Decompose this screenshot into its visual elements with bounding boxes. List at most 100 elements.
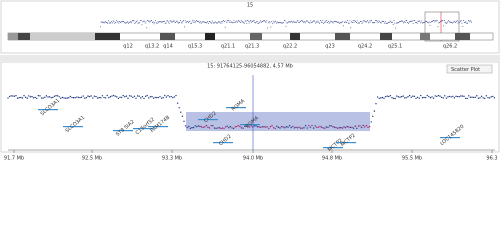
- overview-point: [179, 22, 180, 23]
- overview-point: [355, 21, 356, 23]
- overview-point: [189, 20, 191, 22]
- overview-point: [231, 21, 232, 23]
- overview-point: [376, 20, 377, 22]
- overview-point: [260, 22, 262, 23]
- overview-point: [391, 22, 392, 24]
- data-point: [272, 127, 275, 129]
- data-point: [290, 126, 292, 129]
- selection-box[interactable]: [424, 11, 460, 42]
- overview-point: [218, 21, 220, 22]
- overview-point: [378, 21, 380, 23]
- overview-point: [220, 21, 222, 22]
- data-point: [388, 95, 390, 98]
- gene-bar: [198, 119, 218, 121]
- overview-point: [187, 21, 188, 23]
- data-point: [250, 125, 252, 127]
- overview-point: [298, 21, 300, 23]
- overview-point: [283, 22, 284, 24]
- data-point: [280, 126, 283, 128]
- ideogram-band: [455, 33, 470, 40]
- overview-point: [203, 21, 204, 23]
- data-point: [218, 127, 220, 129]
- data-point: [140, 97, 142, 99]
- overview-point: [181, 22, 183, 24]
- overview-point: [126, 21, 128, 23]
- data-point: [40, 97, 43, 99]
- overview-point: [365, 21, 367, 23]
- data-point: [143, 97, 145, 100]
- data-point: [389, 94, 392, 97]
- overview-point: [139, 22, 140, 24]
- overview-point: [236, 20, 237, 22]
- data-point: [316, 126, 318, 129]
- data-point: [188, 125, 190, 128]
- data-point: [31, 95, 33, 98]
- overview-point: [456, 21, 457, 23]
- data-point: [260, 126, 262, 128]
- overview-point: [257, 22, 259, 24]
- data-point: [106, 94, 108, 97]
- overview-point: [249, 20, 251, 22]
- overview-point: [455, 22, 456, 23]
- overview-point: [362, 21, 364, 23]
- data-point: [152, 97, 155, 99]
- overview-point: [149, 20, 151, 22]
- view-dropdown[interactable]: [446, 64, 493, 74]
- overview-point: [157, 21, 159, 23]
- overview-point: [119, 21, 120, 22]
- overview-point: [137, 22, 139, 24]
- data-point: [90, 95, 92, 97]
- data-point: [125, 95, 128, 97]
- data-point: [464, 97, 467, 100]
- overview-point: [316, 21, 317, 23]
- overview-point: [392, 24, 394, 25]
- overview-point: [254, 21, 256, 23]
- data-point: [412, 95, 414, 97]
- data-point: [48, 96, 51, 98]
- data-point: [320, 126, 323, 128]
- overview-point: [341, 21, 343, 23]
- splitter[interactable]: [0, 55, 500, 61]
- data-point: [157, 96, 160, 99]
- data-point: [447, 96, 449, 98]
- data-point: [253, 125, 256, 127]
- data-point: [29, 96, 32, 98]
- data-point: [437, 94, 440, 97]
- overview-point: [320, 21, 322, 23]
- overview-point: [264, 20, 265, 22]
- view-dropdown-label[interactable]: Scatter Plot: [451, 67, 480, 73]
- overview-point: [227, 20, 228, 22]
- overview-point: [318, 22, 320, 23]
- overview-point: [171, 21, 172, 23]
- overview-point: [314, 20, 316, 22]
- overview-point: [307, 20, 308, 22]
- data-point: [240, 127, 243, 129]
- overview-point: [160, 21, 161, 23]
- overview-point: [188, 22, 189, 24]
- overview-point: [379, 20, 380, 22]
- overview-point: [117, 21, 119, 23]
- overview-point: [308, 22, 310, 24]
- overview-point: [105, 22, 107, 23]
- overview-point: [315, 22, 316, 24]
- overview-point: [252, 20, 254, 22]
- data-point: [468, 95, 470, 97]
- data-point: [285, 125, 288, 128]
- overview-point: [108, 22, 110, 24]
- overview-point: [444, 20, 445, 21]
- overview-point: [158, 22, 160, 23]
- overview-point: [327, 21, 328, 23]
- overview-point: [240, 21, 241, 23]
- overview-point: [276, 22, 277, 24]
- data-point: [192, 126, 195, 129]
- data-point: [45, 95, 48, 97]
- overview-point: [163, 21, 164, 23]
- data-point: [386, 95, 388, 97]
- data-point: [68, 97, 70, 99]
- overview-point: [443, 25, 444, 27]
- overview-point: [292, 22, 293, 24]
- overview-point: [364, 20, 365, 22]
- data-point: [477, 97, 480, 99]
- overview-point: [388, 22, 389, 23]
- data-point: [184, 125, 187, 127]
